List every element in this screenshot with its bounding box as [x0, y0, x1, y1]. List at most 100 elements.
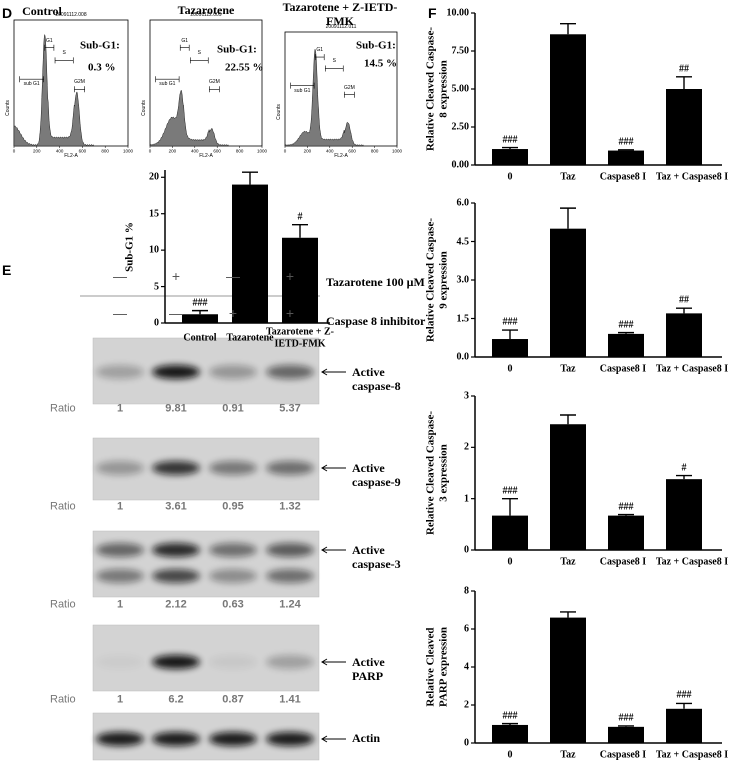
gate-label: G1	[45, 37, 53, 44]
bar	[492, 724, 528, 743]
significance-label: ###	[192, 296, 208, 308]
x-tick-label: 200	[33, 148, 41, 154]
blot-band	[266, 461, 314, 475]
x-axis-label: FL2-A	[199, 153, 213, 160]
treatment-sign: +	[285, 267, 295, 284]
x-tick-label: Taz	[560, 556, 576, 568]
blot-band	[152, 569, 200, 583]
gate-label: S	[197, 50, 201, 57]
blot-label: Active PARP	[352, 655, 385, 683]
x-tick-label: Taz	[560, 363, 576, 375]
x-tick-label: 1000	[256, 148, 268, 154]
significance-label: ###	[502, 316, 518, 328]
plot-title: Control	[22, 4, 62, 19]
error-bar	[560, 207, 576, 229]
stat-label: Sub-G1:	[217, 43, 257, 56]
x-tick-label: Caspase8 I	[599, 749, 647, 761]
ratio-value: 1	[116, 693, 124, 706]
error-bar	[560, 22, 576, 35]
plot-title: Tazarotene	[177, 3, 235, 18]
stat-value: 22.55 %	[225, 61, 264, 74]
significance-label: #	[681, 461, 687, 473]
ratio-label: Ratio	[50, 402, 76, 415]
file-label: 20091112.008	[55, 12, 87, 19]
gate-label: sub G1	[159, 81, 176, 88]
plot-title: Tazarotene + Z-IETD-FMK	[282, 0, 398, 28]
gate-label: G2M	[74, 79, 85, 86]
significance-label: ###	[502, 484, 518, 496]
ratio-label: Ratio	[50, 693, 76, 706]
y-tick-label: 4	[464, 661, 469, 673]
y-tick-label: 4.5	[456, 235, 470, 247]
significance-label: ##	[679, 294, 689, 306]
x-tick-label: 0	[507, 171, 513, 183]
y-axis-label: Relative Cleaved Caspase-8 expression	[424, 26, 449, 152]
gate-label: sub G1	[23, 81, 40, 88]
ratio-value: 1	[116, 598, 124, 611]
gate-label: G1	[181, 37, 189, 44]
y-tick-label: 20	[149, 171, 159, 183]
bar	[492, 149, 528, 165]
y-tick-label: 15	[149, 207, 159, 219]
blot-background	[92, 530, 320, 598]
ratio-value: 2.12	[165, 598, 187, 611]
blot-label: Active caspase-3	[352, 543, 401, 571]
arrow	[321, 464, 346, 472]
x-tick-label: Caspase8 I	[599, 556, 647, 568]
blot-band	[266, 543, 314, 557]
bar	[492, 339, 528, 357]
bar	[666, 708, 702, 743]
blot-band	[209, 732, 257, 746]
error-bar	[192, 309, 208, 315]
histogram	[13, 34, 95, 147]
y-axis-label: Counts	[5, 100, 12, 117]
gate	[190, 57, 209, 64]
x-axis-label: FL2-A	[64, 153, 78, 160]
y-tick-label: 5.00	[451, 83, 470, 95]
histogram-frame	[284, 31, 398, 147]
y-axis-label: Relative Cleaved Caspase-9 expression	[424, 217, 449, 343]
x-tick-label: 800	[370, 148, 379, 154]
error-bar	[502, 722, 518, 725]
y-tick-label: 8	[464, 585, 469, 597]
gate	[74, 86, 85, 93]
bar	[666, 479, 702, 550]
x-tick-label: 0	[507, 556, 513, 568]
y-tick-label: 7.50	[451, 45, 470, 57]
error-bar	[618, 149, 634, 151]
ratio-value: 1.41	[279, 693, 301, 706]
blot-band	[152, 732, 200, 746]
blot-label: Active caspase-8	[352, 365, 401, 393]
blot-band	[209, 569, 257, 583]
arrow	[321, 368, 346, 376]
bar	[608, 726, 644, 743]
stat-value: 0.3 %	[88, 61, 116, 74]
error-bar	[676, 474, 692, 480]
bar	[550, 228, 586, 357]
bar	[492, 515, 528, 550]
stat-label: Sub-G1:	[356, 39, 396, 52]
histogram	[284, 49, 364, 147]
bar	[550, 34, 586, 165]
gate	[179, 44, 190, 51]
y-tick-label: 2.50	[451, 121, 470, 133]
y-tick-label: 1.5	[456, 312, 470, 324]
arrow	[321, 546, 346, 554]
blot-band	[266, 732, 314, 746]
y-tick-label: 3.0	[456, 274, 470, 286]
gate-label: S	[332, 58, 336, 65]
y-tick-label: 0.0	[456, 351, 470, 363]
x-tick-label: 400	[55, 148, 64, 154]
x-tick-label: 0	[12, 148, 16, 154]
ratio-label: Ratio	[50, 500, 76, 513]
y-tick-label: 0	[464, 737, 469, 749]
blot-band	[152, 365, 200, 379]
blot-band	[96, 461, 144, 475]
y-tick-label: 2	[464, 699, 469, 711]
error-bar	[618, 513, 634, 516]
x-tick-label: Caspase8 I	[599, 363, 647, 375]
significance-label: ###	[502, 133, 518, 145]
bar	[182, 314, 218, 323]
x-tick-label: Taz + Caspase8 I	[655, 556, 729, 568]
